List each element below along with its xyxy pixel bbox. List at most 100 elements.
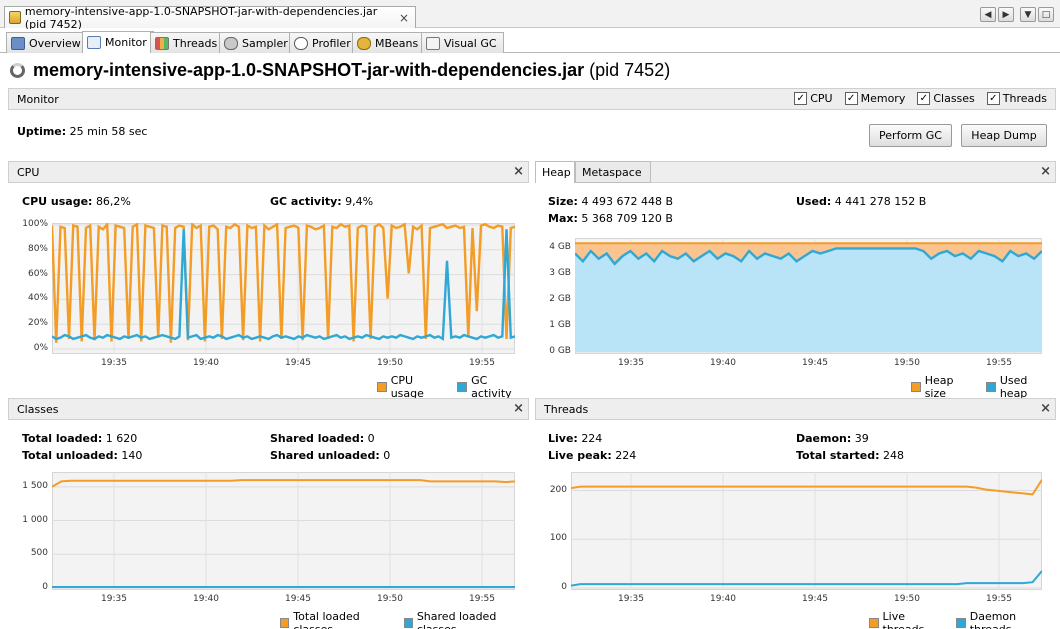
cpu-panel: CPU × CPU usage: 86,2% GC activity: 9,4%… [8,161,529,400]
page-header: memory-intensive-app-1.0-SNAPSHOT-jar-wi… [10,60,670,81]
cpu-x-tick: 19:40 [193,358,219,368]
tab-mbeans-label: MBeans [375,36,419,50]
classes-checkbox-label: Classes [933,92,975,105]
threads-x-tick: 19:35 [618,594,644,604]
classes-x-tick: 19:45 [285,594,311,604]
tab-mbeans[interactable]: MBeans [352,32,426,53]
classes-y-tick: 1 000 [22,514,48,525]
document-tab-title: memory-intensive-app-1.0-SNAPSHOT-jar-wi… [24,4,378,31]
tab-metaspace[interactable]: Metaspace [575,161,651,183]
tab-list-dropdown-icon[interactable]: ▼ [1020,7,1036,22]
gc-legend-item: GC activity [457,374,529,400]
cpu-x-tick: 19:50 [377,358,403,368]
total-loaded-legend-label: Total loaded classes [293,610,360,629]
cpu-panel-title: CPU [17,166,40,179]
threads-panel-header: Threads × [535,398,1056,420]
cpu-panel-header: CPU × [8,161,529,183]
cpu-x-tick: 19:35 [101,358,127,368]
daemon-threads-swatch [956,618,966,628]
classes-chart-area [52,472,515,590]
application-icon [9,11,21,24]
shared-loaded-value: 0 [367,432,375,445]
cpu-y-tick: 40% [27,293,48,304]
total-unloaded-label: Total unloaded: [22,449,118,462]
tab-visual-gc[interactable]: Visual GC [421,32,504,53]
heap-size-legend-label: Heap size [924,374,954,400]
classes-y-tick: 1 500 [22,480,48,491]
heap-panel: × Heap Metaspace Size: 4 493 672 448 B U… [535,161,1056,400]
threads-checkbox-label: Threads [1002,92,1047,105]
heap-dump-button[interactable]: Heap Dump [961,124,1047,147]
shared-loaded-legend-item: Shared loaded classes [403,610,529,629]
tab-sampler[interactable]: Sampler [219,32,295,53]
mbeans-icon [357,36,371,50]
sampler-icon [224,36,238,50]
heap-x-tick: 19:50 [894,358,920,368]
tab-profiler-label: Profiler [312,36,351,50]
total-started-value: 248 [883,449,905,462]
loading-spinner-icon [10,63,25,78]
daemon-threads-stat: Daemon: 39 [796,432,869,445]
visualgc-icon [426,36,440,50]
cpu-legend-item: CPU usage [377,374,447,400]
total-loaded-label: Total loaded: [22,432,103,445]
tab-overview[interactable]: Overview [6,32,88,53]
memory-check-icon: ✓ [844,92,858,105]
threads-icon [155,36,169,50]
document-tab[interactable]: memory-intensive-app-1.0-SNAPSHOT-jar-wi… [4,4,416,31]
heap-y-tick: 4 GB [549,242,571,253]
cpu-x-tick: 19:45 [285,358,311,368]
daemon-threads-label: Daemon: [796,432,852,445]
live-threads-swatch [869,618,879,628]
tab-profiler[interactable]: Profiler [289,32,358,53]
memory-checkbox[interactable]: ✓ Memory [844,92,905,105]
heap-y-tick: 3 GB [549,268,571,279]
heap-x-tick: 19:45 [802,358,828,368]
threads-checkbox[interactable]: ✓ Threads [986,92,1047,105]
uptime-label: Uptime: [17,125,67,138]
threads-check-icon: ✓ [986,92,1000,105]
tab-threads-label: Threads [173,36,218,50]
scroll-right-icon[interactable]: ▶ [998,7,1014,22]
classes-panel-header: Classes × [8,398,529,420]
tab-heap[interactable]: Heap [535,161,575,183]
cpu-checkbox[interactable]: ✓ CPU [794,92,833,105]
maximize-icon[interactable]: □ [1038,7,1054,22]
used-heap-line [575,247,1042,266]
close-classes-panel-icon[interactable]: × [513,401,524,416]
heap-used-stat: Used: 4 441 278 152 B [796,195,926,208]
heap-size-legend-item: Heap size [911,374,976,400]
heap-max-value: 5 368 709 120 B [581,212,673,225]
heap-y-tick: 0 GB [549,346,571,356]
classes-chart [52,472,515,590]
classes-check-icon: ✓ [917,92,931,105]
tool-tab-strip: Overview Monitor Threads Sampler Profile… [0,29,1060,53]
gc-activity-stat: GC activity: 9,4% [270,195,373,208]
heap-max-label: Max: [548,212,578,225]
heap-x-tick: 19:55 [986,358,1012,368]
cpu-usage-line [52,223,515,343]
live-peak-label: Live peak: [548,449,612,462]
live-threads-legend-item: Live threads [869,610,946,629]
used-heap-legend-item: Used heap [986,374,1056,400]
cpu-usage-swatch [377,382,387,392]
close-cpu-panel-icon[interactable]: × [513,164,524,179]
close-threads-panel-icon[interactable]: × [1040,401,1051,416]
tab-threads[interactable]: Threads [150,32,225,53]
gc-legend-label: GC activity [471,374,512,400]
shared-loaded-stat: Shared loaded: 0 [270,432,375,445]
close-tab-icon[interactable]: × [398,10,409,25]
cpu-y-tick: 100% [22,219,48,229]
total-loaded-legend-item: Total loaded classes [280,610,394,629]
threads-panel: Threads × Live: 224 Live peak: 224 Daemo… [535,398,1056,629]
total-loaded-swatch [280,618,290,628]
total-unloaded-value: 140 [121,449,143,462]
shared-loaded-label: Shared loaded: [270,432,365,445]
heap-size-label: Size: [548,195,578,208]
cpu-y-tick: 60% [27,268,48,279]
close-heap-panel-icon[interactable]: × [1040,164,1051,179]
tab-monitor[interactable]: Monitor [82,31,154,53]
classes-checkbox[interactable]: ✓ Classes [917,92,975,105]
perform-gc-button[interactable]: Perform GC [869,124,952,147]
scroll-left-icon[interactable]: ◀ [980,7,996,22]
